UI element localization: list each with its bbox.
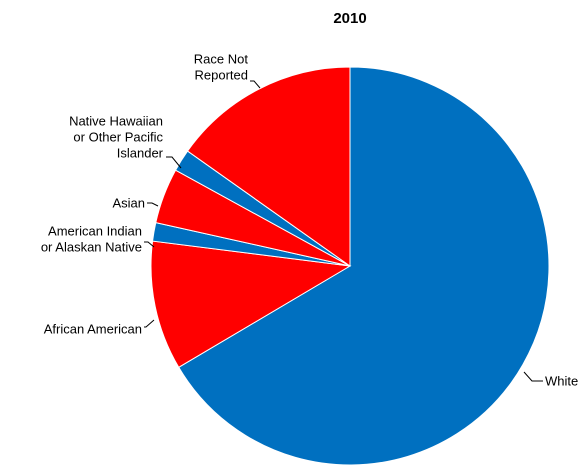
label-line: Native Hawaiian <box>69 114 163 129</box>
label-white: White <box>545 374 578 389</box>
label-line: Reported <box>195 68 248 83</box>
leader-asian <box>147 202 159 207</box>
pie-slices <box>150 66 550 466</box>
slice-white <box>178 66 550 466</box>
label-line: African American <box>44 322 142 337</box>
label-african-american: African American <box>44 322 142 337</box>
leader-american-indian-or-alaskan-native <box>144 241 155 248</box>
label-line: Asian <box>112 196 145 211</box>
label-line: Islander <box>117 146 164 161</box>
label-line: or Alaskan Native <box>41 240 142 255</box>
label-race-not-reported: Race Not Reported <box>194 52 249 83</box>
leader-race-not-reported <box>250 80 261 89</box>
leader-native-hawaiian-or-other-pacific-islander <box>166 156 182 169</box>
leader-lines <box>144 80 543 382</box>
label-line: or Other Pacific <box>73 130 163 145</box>
label-line: Race Not <box>194 52 249 67</box>
label-native-hawaiian-or-other-pacific-islander: Native Hawaiian or Other Pacific Islander <box>69 114 164 161</box>
slice-race-not-reported <box>186 66 351 267</box>
label-asian: Asian <box>112 196 145 211</box>
label-line: White <box>545 374 578 389</box>
slice-labels: White African American American Indian or A… <box>41 52 578 389</box>
leader-white <box>523 371 543 382</box>
chart-title: 2010 <box>333 10 366 27</box>
slice-african-american <box>150 240 352 368</box>
label-american-indian-or-alaskan-native: American Indian or Alaskan Native <box>41 224 142 255</box>
leader-african-american <box>144 319 155 328</box>
label-line: American Indian <box>48 224 142 239</box>
